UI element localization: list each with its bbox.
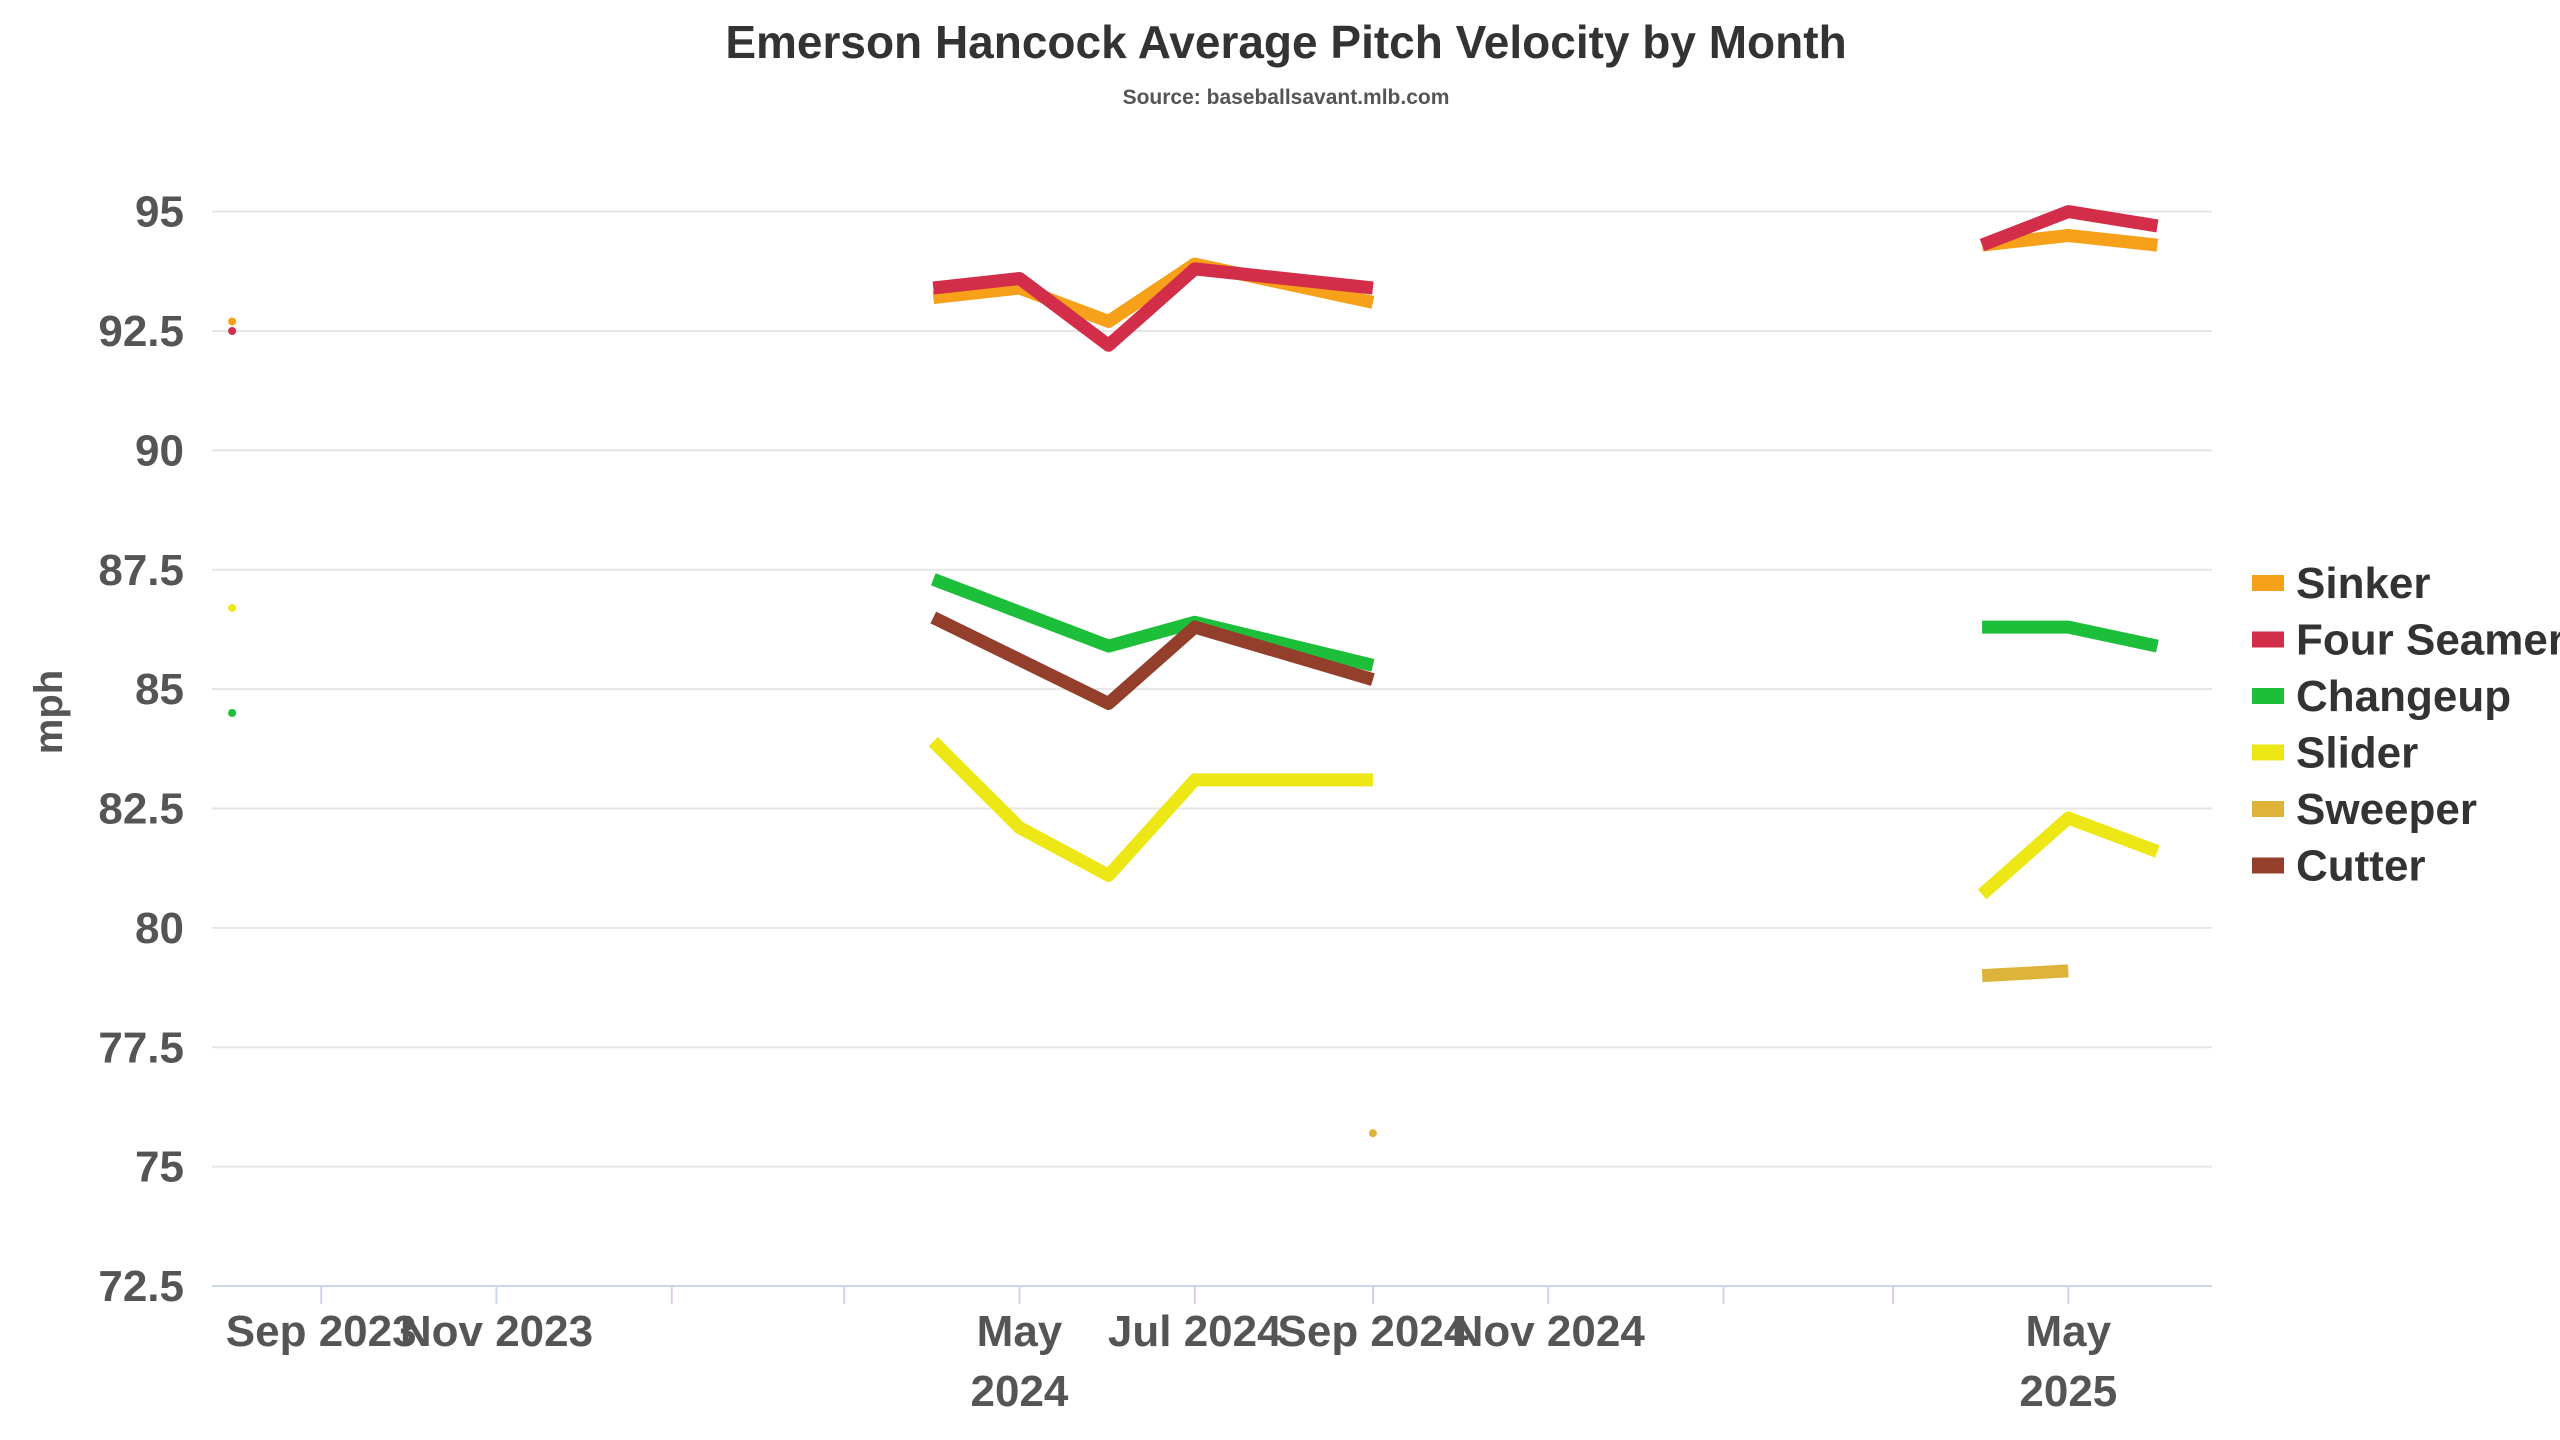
x-tick-label: May	[977, 1307, 1063, 1356]
data-point	[1368, 1129, 1377, 1138]
x-tick-label: Nov 2024	[1452, 1307, 1646, 1356]
x-tick-label-year: 2024	[971, 1367, 1069, 1416]
legend-swatch	[2252, 631, 2284, 648]
x-tick-label: Sep 2024	[1278, 1307, 1469, 1356]
legend-label: Cutter	[2296, 842, 2426, 891]
y-tick-label: 75	[135, 1143, 184, 1192]
y-tick-label: 80	[135, 904, 184, 953]
legend-label: Four Seamer	[2296, 616, 2560, 665]
series-line	[1977, 811, 2160, 900]
data-point	[228, 709, 237, 717]
legend-swatch	[2252, 801, 2284, 817]
data-point	[228, 603, 237, 612]
y-tick-label: 92.5	[98, 307, 184, 356]
y-tick-label: 95	[135, 188, 184, 237]
chart-title: Emerson Hancock Average Pitch Velocity b…	[725, 16, 1846, 68]
x-tick-label: May	[2026, 1307, 2112, 1356]
chart-subtitle: Source: baseballsavant.mlb.com	[1123, 86, 1450, 109]
legend-item[interactable]: Changeup	[2252, 672, 2511, 721]
series-cutter	[930, 611, 1375, 710]
data-point	[228, 327, 237, 335]
legend-item[interactable]: Four Seamer	[2252, 616, 2560, 665]
series-line	[930, 573, 1375, 672]
legend-label: Changeup	[2296, 672, 2511, 721]
x-tick-label-year: 2025	[2019, 1367, 2117, 1416]
x-tick-label: Jul 2024	[1108, 1307, 1282, 1356]
series-lines	[228, 205, 2160, 1138]
series-line	[1979, 205, 2159, 252]
series-line	[932, 262, 1374, 352]
y-tick-label: 82.5	[98, 785, 184, 834]
y-tick-label: 85	[135, 665, 184, 714]
legend-item[interactable]: Slider	[2252, 729, 2418, 778]
y-tick-label: 87.5	[98, 546, 184, 595]
legend-swatch	[2252, 688, 2284, 704]
series-line	[928, 736, 1373, 882]
series-line	[1981, 229, 2159, 252]
series-four-seamer	[228, 205, 2159, 352]
legend-item[interactable]: Sinker	[2252, 559, 2431, 608]
series-line	[1981, 964, 2069, 983]
gridlines	[212, 210, 2212, 1168]
legend[interactable]: Sinker Four Seamer Changeup Slider Sweeper Cu…	[2252, 559, 2560, 891]
legend-label: Slider	[2296, 729, 2418, 778]
data-point	[228, 317, 237, 326]
y-tick-label: 72.5	[98, 1262, 184, 1311]
y-axis-label: mph	[27, 670, 71, 754]
series-sinker	[228, 229, 2159, 328]
legend-swatch	[2252, 857, 2284, 874]
legend-swatch	[2252, 744, 2284, 761]
series-slider	[228, 603, 2160, 900]
series-line	[1982, 620, 2159, 653]
series-sweeper	[1368, 964, 2069, 1138]
legend-item[interactable]: Sweeper	[2252, 785, 2477, 834]
series-line	[930, 611, 1375, 710]
y-tick-label: 77.5	[98, 1023, 184, 1072]
legend-item[interactable]: Cutter	[2252, 842, 2426, 891]
series-changeup	[228, 573, 2159, 717]
legend-swatch	[2252, 575, 2284, 591]
legend-label: Sinker	[2296, 559, 2431, 608]
y-tick-label: 90	[135, 426, 184, 475]
x-tick-label: Nov 2023	[400, 1307, 593, 1356]
x-tick-label: Sep 2023	[226, 1307, 417, 1356]
legend-label: Sweeper	[2296, 785, 2477, 834]
y-axis-ticks: 72.5 75 77.5 80 82.5 85 87.5 90 92.5 95	[98, 188, 184, 1311]
